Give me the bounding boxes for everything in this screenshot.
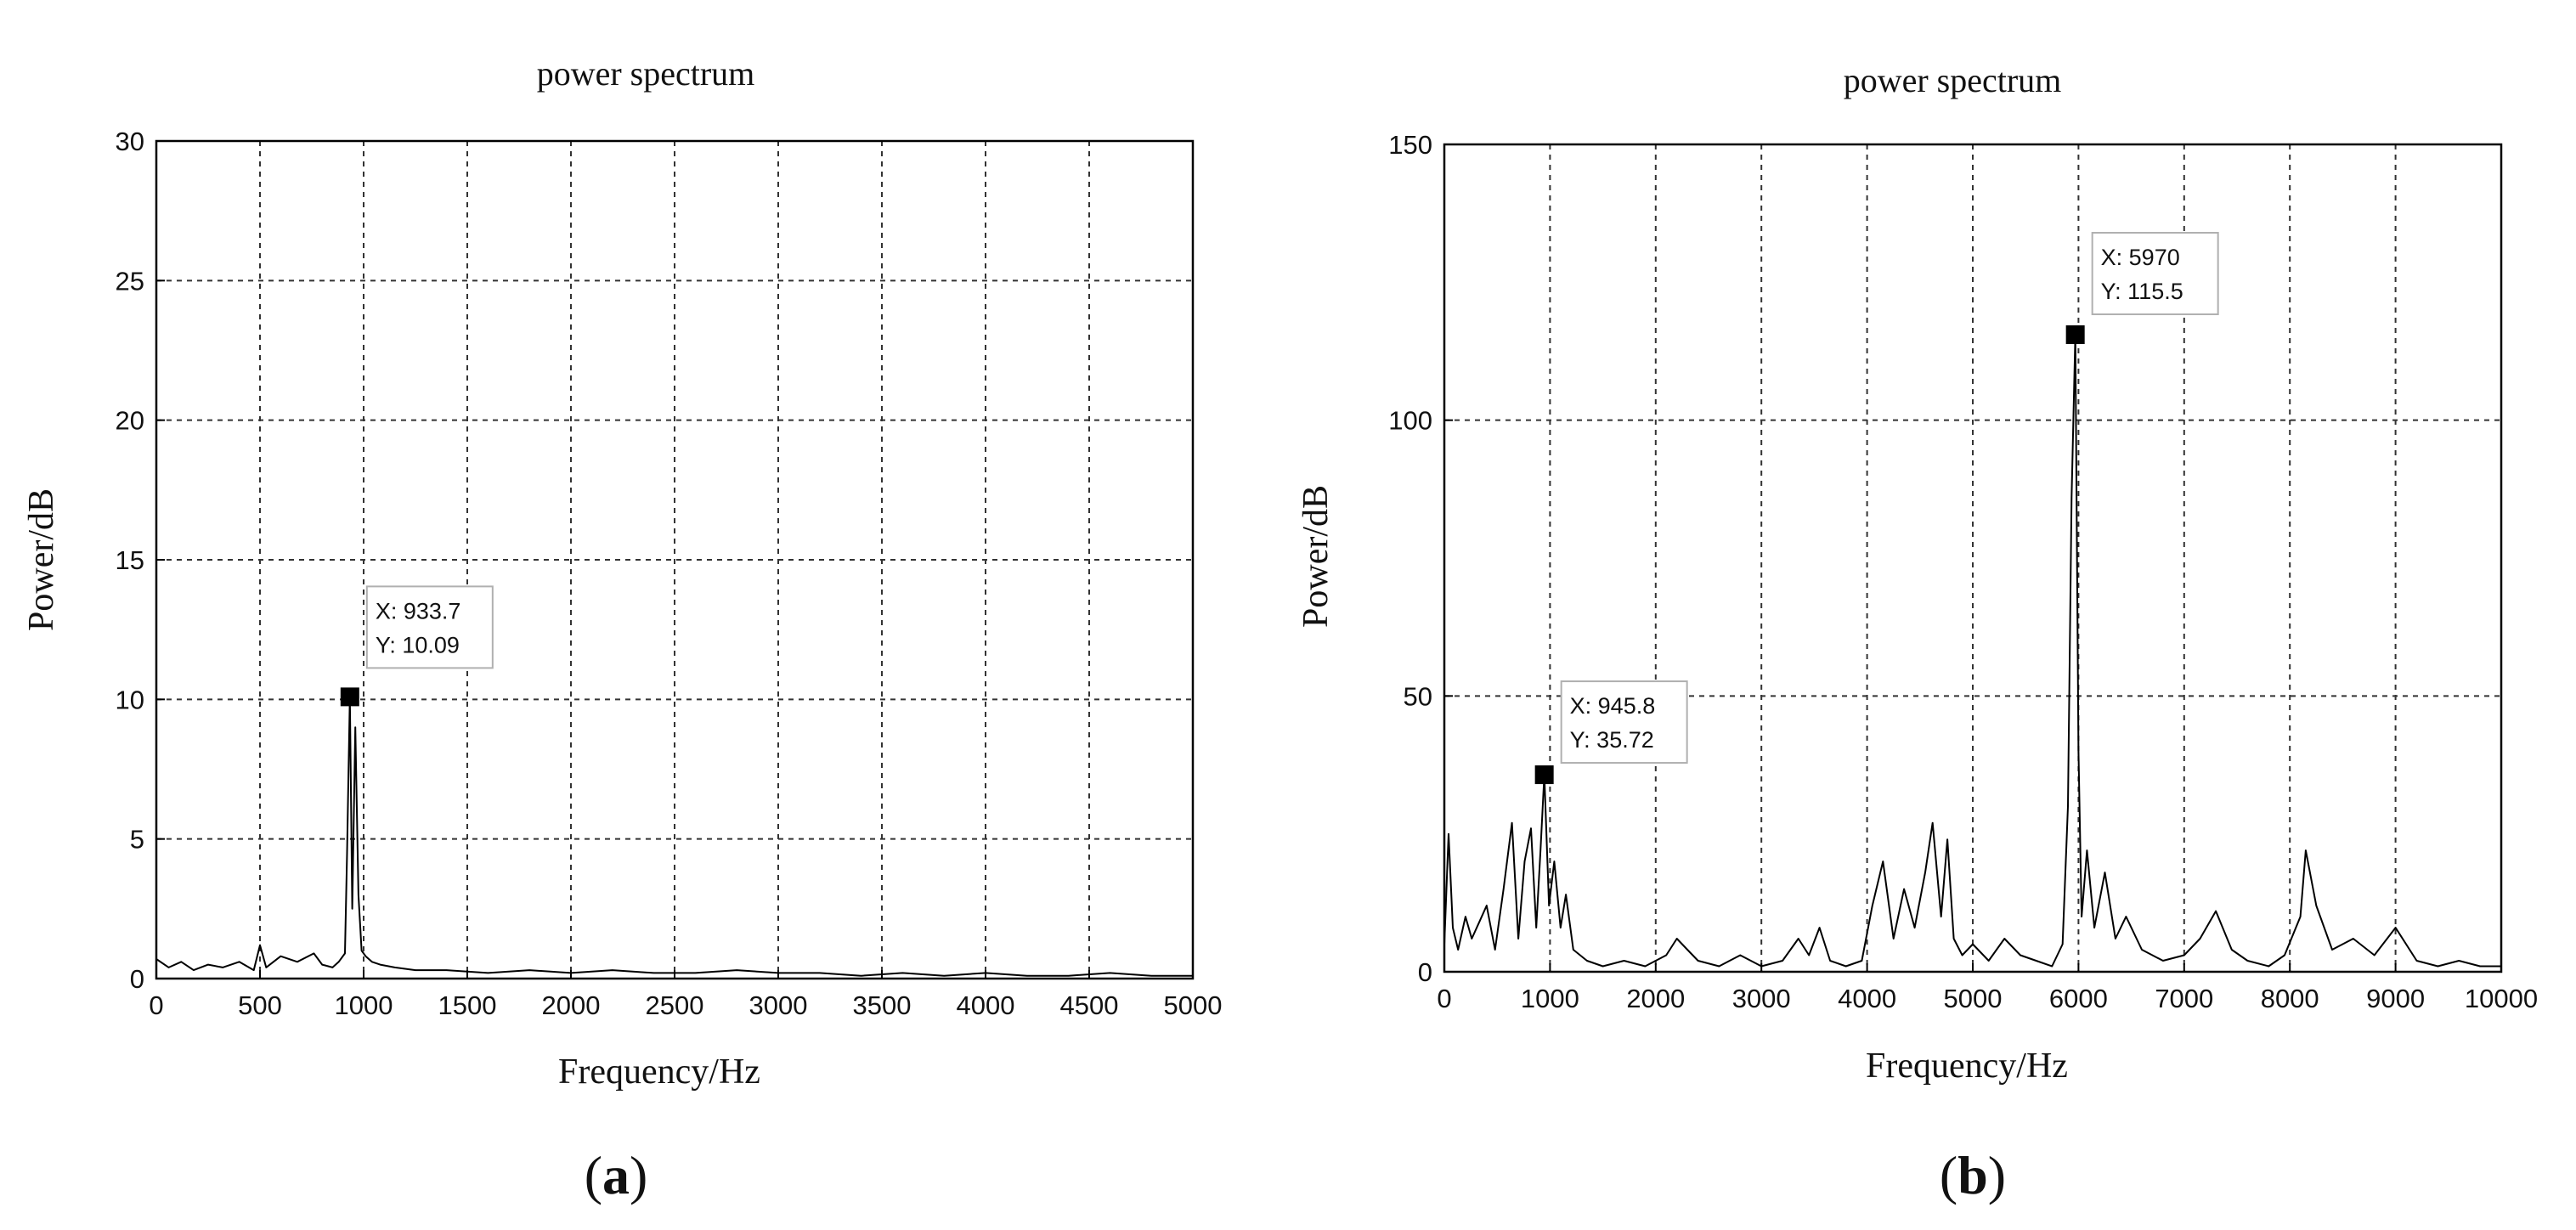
panel-a-x-tick-label: 3000	[749, 990, 808, 1020]
panel-b-x-tick-label: 10000	[2465, 984, 2538, 1013]
panel-b-y-tick-label: 150	[1388, 130, 1432, 160]
panel-a-datatip-marker	[340, 687, 359, 707]
panel-b-x-tick-label: 4000	[1838, 984, 1896, 1013]
panel-a-spectrum-line	[155, 696, 1193, 977]
panel-a-y-ticks: 0 5 10 15 20 25 30	[116, 127, 165, 994]
panel-a-x-tick-label: 2500	[646, 990, 704, 1020]
panel-b-x-axis-label: Frequency/Hz	[1866, 1047, 2068, 1086]
panel-b-x-tick-label: 5000	[1944, 984, 2003, 1013]
panel-a-datatip-y: Y: 10.09	[376, 632, 460, 657]
panel-a-x-tick-label: 5000	[1164, 990, 1223, 1020]
panel-a-title: power spectrum	[537, 54, 755, 93]
panel-b-datatips: X: 945.8 Y: 35.72 X: 5970 Y: 115.5	[1534, 232, 2219, 785]
panel-b-x-tick-label: 1000	[1521, 984, 1579, 1013]
panel-b-x-tick-label: 6000	[2049, 984, 2108, 1013]
panel-b-spectrum-line	[1443, 334, 2501, 968]
panel-b-datatip-x: X: 5970	[2101, 245, 2180, 270]
panel-b-x-tick-label: 7000	[2155, 984, 2213, 1013]
panel-a-label: (a)	[585, 1145, 648, 1205]
panel-b-letter: b	[1957, 1145, 1988, 1205]
panel-a-y-tick-label: 20	[116, 406, 144, 436]
panel-a-x-tick-label: 3500	[853, 990, 912, 1020]
panel-b-title: power spectrum	[1844, 61, 2062, 99]
panel-b-grid	[1444, 144, 2501, 972]
panel-b-x-tick-label: 2000	[1626, 984, 1685, 1013]
panel-b-y-ticks: 0 50 100 150	[1388, 130, 1453, 987]
panel-a-y-tick-label: 30	[116, 127, 144, 156]
panel-b-x-tick-label: 8000	[2261, 984, 2319, 1013]
panel-a-x-tick-label: 1000	[335, 990, 393, 1020]
panel-b-label: (b)	[1940, 1145, 2006, 1205]
panel-b-datatip-x: X: 945.8	[1570, 693, 1656, 719]
panel-b-y-axis-label: Power/dB	[1296, 485, 1336, 628]
panel-a-x-tick-label: 4000	[957, 990, 1015, 1020]
panel-b-datatip-box	[2091, 232, 2219, 316]
panel-a-y-tick-label: 15	[116, 545, 144, 575]
panel-a-y-tick-label: 0	[130, 964, 144, 994]
panel-b-x-tick-label: 0	[1437, 984, 1451, 1013]
panel-a-datatips: X: 933.7 Y: 10.09	[340, 585, 494, 707]
panel-a-grid	[156, 141, 1193, 979]
panel-b-x-tick-label: 9000	[2366, 984, 2425, 1013]
panel-b-datatip-marker	[2065, 325, 2085, 345]
panel-a-y-tick-label: 10	[116, 685, 144, 714]
panel-a-y-axis-label: Power/dB	[22, 488, 61, 631]
panel-a-x-axis-label: Frequency/Hz	[558, 1052, 760, 1092]
panel-a-x-tick-label: 2000	[542, 990, 601, 1020]
panel-b-y-tick-label: 100	[1388, 406, 1432, 436]
panel-b-datatip-y: Y: 35.72	[1570, 727, 1654, 753]
panel-b: power spectrum 0 1000 2000 3000 4000 5000 6000…	[1296, 61, 2538, 1205]
panel-a-x-tick-label: 0	[149, 990, 163, 1020]
panel-a-x-tick-label: 500	[238, 990, 282, 1020]
panel-b-datatip-marker	[1534, 765, 1554, 785]
panel-b-datatip-y: Y: 115.5	[2101, 279, 2183, 304]
panel-a-datatip-x: X: 933.7	[376, 598, 461, 623]
panel-a-letter: a	[602, 1145, 630, 1205]
panel-b-x-ticks: 0 1000 2000 3000 4000 5000 6000 7000 8000 9000 100…	[1437, 963, 2538, 1013]
panel-b-y-tick-label: 50	[1404, 681, 1432, 711]
panel-a-y-tick-label: 5	[130, 825, 144, 855]
panel-a-x-ticks: 0 500 1000 1500 2000 2500 3000 3500 4000 4500 5000	[149, 970, 1222, 1020]
panel-b-y-tick-label: 0	[1418, 957, 1432, 987]
panel-a-x-tick-label: 4500	[1060, 990, 1119, 1020]
panel-a-datatip-box	[365, 585, 494, 669]
panel-a-x-tick-label: 1500	[438, 990, 497, 1020]
panel-b-x-tick-label: 3000	[1732, 984, 1791, 1013]
panel-b-datatip-box	[1560, 680, 1688, 765]
panel-a: power spectrum 0 500 1000 1500 2000 2500 3000 3…	[22, 54, 1222, 1205]
panel-a-y-tick-label: 25	[116, 266, 144, 296]
